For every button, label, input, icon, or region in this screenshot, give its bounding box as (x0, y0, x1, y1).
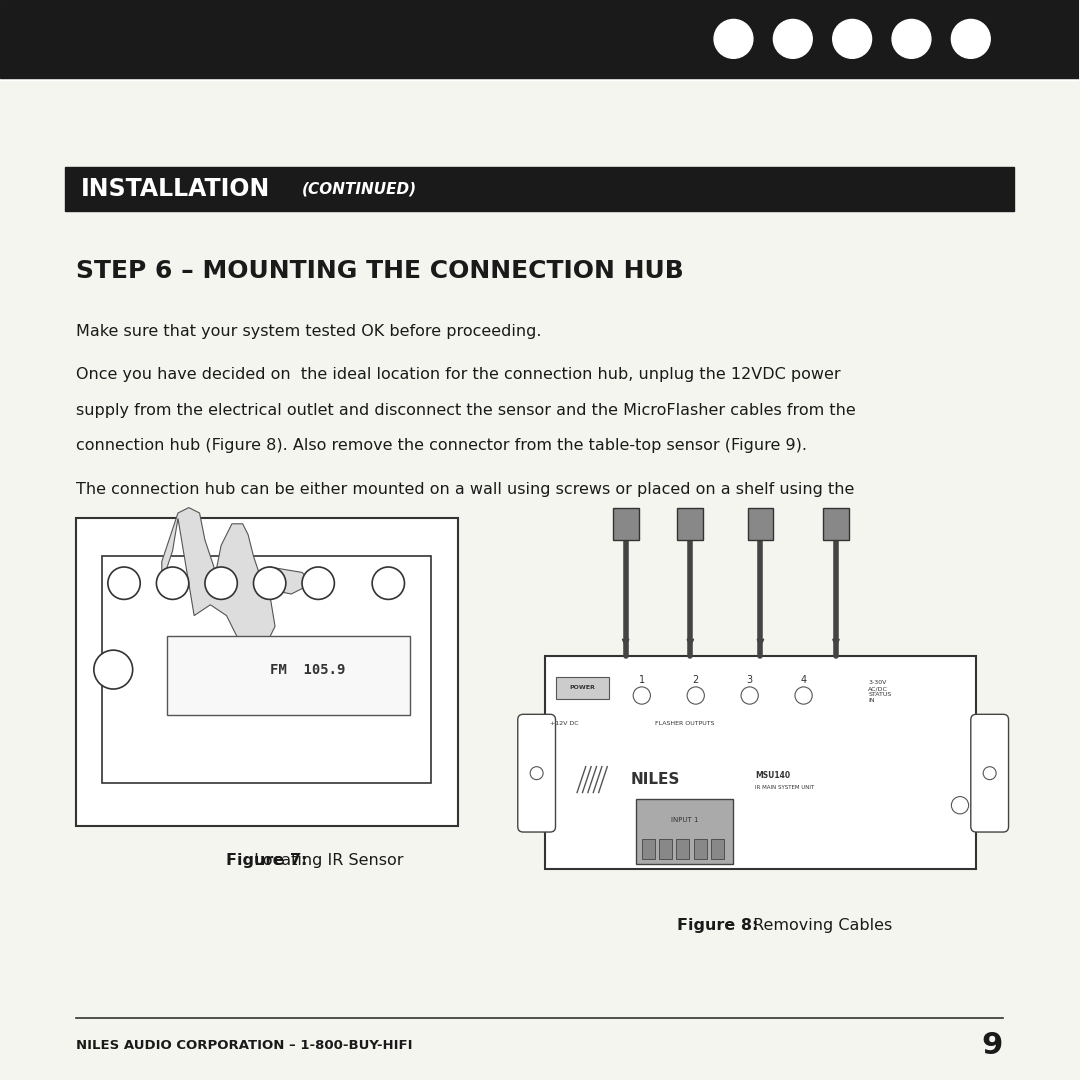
Bar (642, 839, 654, 859)
Text: NILES: NILES (631, 772, 680, 787)
Bar (677, 508, 703, 540)
Bar (167, 635, 410, 715)
Text: Locating IR Sensor: Locating IR Sensor (249, 853, 404, 868)
Text: 3: 3 (746, 675, 753, 686)
Circle shape (302, 567, 335, 599)
FancyBboxPatch shape (517, 714, 555, 832)
Text: included adhesive feet (​Figure 10​).: included adhesive feet (​Figure 10​). (76, 517, 356, 532)
Circle shape (951, 19, 990, 58)
Bar (823, 508, 849, 540)
Bar (612, 508, 638, 540)
FancyBboxPatch shape (639, 807, 730, 833)
Text: connection hub (​Figure 8​). Also remove the connector from the table-top sensor: connection hub (​Figure 8​). Also remove… (76, 438, 807, 454)
Text: The connection hub can be either mounted on a wall using screws or placed on a s: The connection hub can be either mounted… (76, 482, 854, 497)
Text: POWER: POWER (569, 686, 595, 690)
Bar (103, 556, 432, 783)
Text: IR MAIN SYSTEM UNIT: IR MAIN SYSTEM UNIT (755, 785, 814, 789)
Circle shape (530, 767, 543, 780)
Text: Figure 7:: Figure 7: (227, 853, 308, 868)
Circle shape (795, 687, 812, 704)
Circle shape (205, 567, 238, 599)
Bar (659, 839, 672, 859)
Bar (0, 0, 1079, 78)
FancyBboxPatch shape (971, 714, 1009, 832)
Circle shape (773, 19, 812, 58)
Circle shape (951, 797, 969, 814)
Text: 9: 9 (982, 1031, 1003, 1059)
Text: 4: 4 (800, 675, 807, 686)
Text: INPUT 1: INPUT 1 (671, 818, 699, 823)
Text: 1: 1 (638, 675, 645, 686)
Text: (CONTINUED): (CONTINUED) (302, 181, 417, 197)
Circle shape (373, 567, 405, 599)
Text: Removing Cables: Removing Cables (747, 918, 892, 933)
Polygon shape (162, 508, 308, 648)
Circle shape (983, 767, 996, 780)
Circle shape (633, 687, 650, 704)
Circle shape (741, 687, 758, 704)
Bar (747, 508, 773, 540)
Circle shape (254, 567, 286, 599)
Bar (544, 656, 976, 869)
Text: INSTALLATION: INSTALLATION (81, 177, 270, 201)
Text: MSU140: MSU140 (755, 771, 791, 780)
Text: Make sure that your system tested OK before proceeding.: Make sure that your system tested OK bef… (76, 324, 541, 339)
Bar (65, 167, 1014, 211)
Circle shape (94, 650, 133, 689)
Text: FLASHER OUTPUTS: FLASHER OUTPUTS (656, 721, 715, 726)
Text: supply from the electrical outlet and disconnect the sensor and the MicroFlasher: supply from the electrical outlet and di… (76, 403, 855, 418)
Circle shape (833, 19, 872, 58)
Text: Figure 8:: Figure 8: (677, 918, 758, 933)
Circle shape (157, 567, 189, 599)
Text: NILES AUDIO CORPORATION – 1-800-BUY-HIFI: NILES AUDIO CORPORATION – 1-800-BUY-HIFI (76, 1039, 411, 1052)
Circle shape (687, 687, 704, 704)
Bar (676, 839, 689, 859)
Text: 2: 2 (692, 675, 699, 686)
Text: 3-30V
AC/DC
STATUS
IN: 3-30V AC/DC STATUS IN (868, 680, 892, 703)
Bar (693, 839, 706, 859)
Text: +12V DC: +12V DC (550, 721, 579, 726)
Text: STEP 6 – MOUNTING THE CONNECTION HUB: STEP 6 – MOUNTING THE CONNECTION HUB (76, 259, 684, 283)
Text: Once you have decided on  the ideal location for the connection hub, unplug the : Once you have decided on the ideal locat… (76, 367, 840, 382)
Bar (711, 839, 724, 859)
Bar (76, 518, 458, 826)
Circle shape (714, 19, 753, 58)
Bar (555, 677, 609, 699)
Text: FM  105.9: FM 105.9 (270, 663, 345, 677)
Circle shape (892, 19, 931, 58)
Bar (636, 799, 733, 864)
Circle shape (108, 567, 140, 599)
